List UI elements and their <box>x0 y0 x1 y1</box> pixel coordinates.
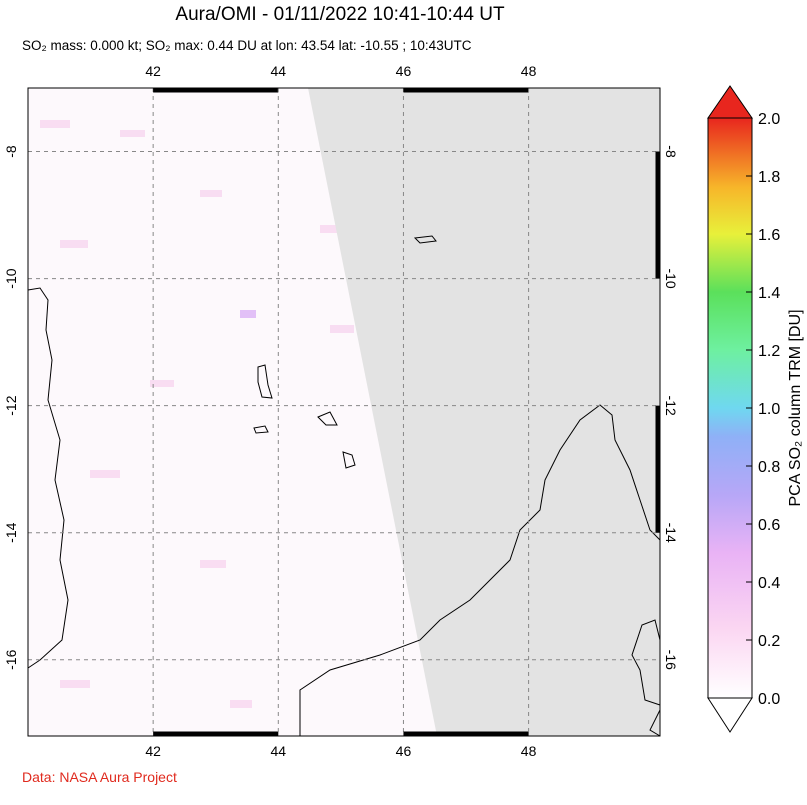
colorbar-min-arrow <box>707 697 753 733</box>
map-frame <box>27 87 661 737</box>
colorbar-tick-label: 1.2 <box>758 343 780 360</box>
colorbar-scale <box>707 117 753 699</box>
colorbar-max-arrow <box>707 85 753 119</box>
lon-tick-label: 44 <box>271 63 287 79</box>
colorbar-tick-label: 1.8 <box>758 169 780 186</box>
credit: Data: NASA Aura Project <box>22 769 177 785</box>
colorbar: PCA SO₂ column TRM [DU] 0.0 0.2 0.4 0.6 0.8 1… <box>707 85 804 733</box>
colorbar-tick-label: 0.8 <box>758 459 780 476</box>
so2-pixels <box>40 120 354 708</box>
lat-tick-label: -10 <box>3 268 19 288</box>
colorbar-tick-label: 0.0 <box>758 691 780 708</box>
coastlines <box>27 235 661 737</box>
lon-tick-label: 46 <box>396 743 412 759</box>
lat-tick-label: -14 <box>663 523 679 543</box>
title: Aura/OMI - 01/11/2022 10:41-10:44 UT <box>175 4 505 25</box>
lat-tick-label: -10 <box>663 268 679 288</box>
colorbar-tick-label: 1.4 <box>758 285 780 302</box>
colorbar-tick-label: 1.0 <box>758 401 780 418</box>
lat-tick-label: -14 <box>3 522 19 542</box>
colorbar-tick-label: 0.6 <box>758 517 780 534</box>
colorbar-label: PCA SO₂ column TRM [DU] <box>787 309 804 506</box>
map-axes: 42 42 44 44 46 46 48 48 -8 -8 -10 -10 -12 -12 -14 -14 -1… <box>3 63 679 759</box>
lon-tick-label: 46 <box>396 63 412 79</box>
colorbar-tick-label: 2.0 <box>758 111 780 128</box>
colorbar-tick-label: 0.4 <box>758 575 780 592</box>
lat-tick-label: -12 <box>3 395 19 415</box>
lat-tick-label: -8 <box>663 145 679 158</box>
lat-tick-label: -12 <box>663 396 679 416</box>
lat-tick-label: -8 <box>3 145 19 158</box>
lat-tick-label: -16 <box>3 649 19 669</box>
lon-tick-label: 48 <box>521 63 537 79</box>
subtitle: SO₂ mass: 0.000 kt; SO₂ max: 0.44 DU at … <box>22 38 472 53</box>
colorbar-tick-label: 1.6 <box>758 227 780 244</box>
no-data-swath <box>308 88 660 736</box>
lon-tick-label: 42 <box>145 63 161 79</box>
lon-tick-label: 42 <box>145 743 161 759</box>
colorbar-tick-label: 0.2 <box>758 633 780 650</box>
lon-tick-label: 48 <box>521 743 537 759</box>
lon-tick-label: 44 <box>271 743 287 759</box>
lat-tick-label: -16 <box>663 650 679 670</box>
